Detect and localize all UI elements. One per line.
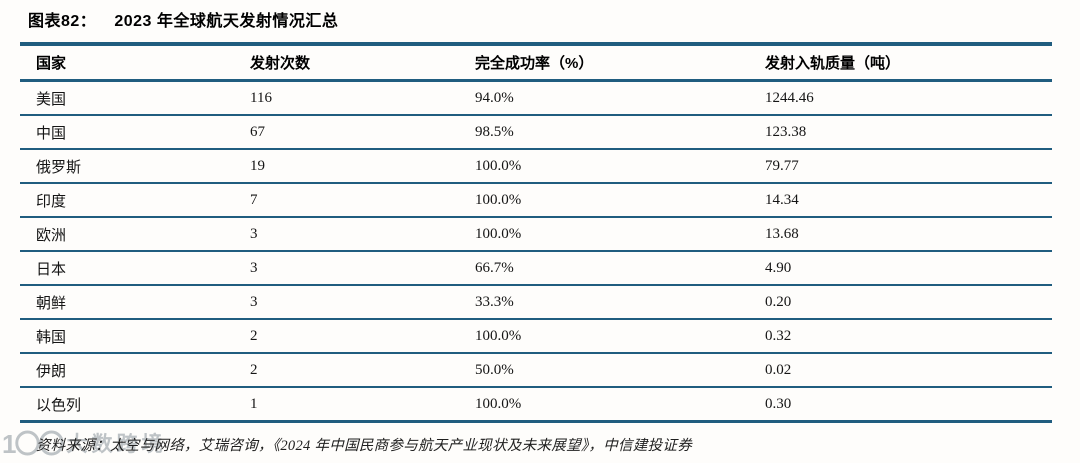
cell-orbital-mass: 79.77 xyxy=(765,149,1052,184)
source-citation: 资料来源：太空与网络，艾瑞咨询，《2024 年中国民商参与航天产业现状及未来展望… xyxy=(36,438,693,454)
cell-orbital-mass: 123.38 xyxy=(765,115,1052,150)
cell-orbital-mass: 13.68 xyxy=(765,217,1052,252)
table-row: 印度 7 100.0% 14.34 xyxy=(20,183,1052,218)
cell-launch-count: 19 xyxy=(250,149,475,184)
cell-success-rate: 94.0% xyxy=(475,80,765,116)
cell-launch-count: 3 xyxy=(250,217,475,252)
figure-number-label: 图表82： xyxy=(28,13,97,30)
figure-title-text: 2023 年全球航天发射情况汇总 xyxy=(114,13,339,30)
cell-orbital-mass: 1244.46 xyxy=(765,80,1052,116)
cell-orbital-mass: 4.90 xyxy=(765,251,1052,286)
cell-launch-count: 1 xyxy=(250,387,475,423)
table-row: 俄罗斯 19 100.0% 79.77 xyxy=(20,149,1052,184)
cell-launch-count: 3 xyxy=(250,251,475,286)
cell-country: 以色列 xyxy=(20,387,250,423)
cell-success-rate: 100.0% xyxy=(475,149,765,184)
table-row: 日本 3 66.7% 4.90 xyxy=(20,251,1052,286)
column-header-orbital-mass: 发射入轨质量（吨） xyxy=(765,44,1052,82)
cell-orbital-mass: 0.32 xyxy=(765,319,1052,354)
figure-title: 图表82： 2023 年全球航天发射情况汇总 xyxy=(28,7,338,31)
table-row: 中国 67 98.5% 123.38 xyxy=(20,115,1052,150)
cell-orbital-mass: 0.30 xyxy=(765,387,1052,423)
column-header-success-rate: 完全成功率（%） xyxy=(475,44,765,82)
cell-country: 中国 xyxy=(20,115,250,150)
column-header-country: 国家 xyxy=(20,44,250,82)
cell-launch-count: 67 xyxy=(250,115,475,150)
table-row: 欧洲 3 100.0% 13.68 xyxy=(20,217,1052,252)
cell-country: 印度 xyxy=(20,183,250,218)
launch-stats-table: 国家 发射次数 完全成功率（%） 发射入轨质量（吨） 美国 116 94.0% … xyxy=(20,42,1052,423)
cell-launch-count: 116 xyxy=(250,80,475,116)
cell-country: 韩国 xyxy=(20,319,250,354)
table-row: 韩国 2 100.0% 0.32 xyxy=(20,319,1052,354)
cell-launch-count: 2 xyxy=(250,319,475,354)
cell-success-rate: 98.5% xyxy=(475,115,765,150)
cell-country: 日本 xyxy=(20,251,250,286)
table-row: 朝鲜 3 33.3% 0.20 xyxy=(20,285,1052,320)
table-header-row: 国家 发射次数 完全成功率（%） 发射入轨质量（吨） xyxy=(20,44,1052,82)
cell-launch-count: 3 xyxy=(250,285,475,320)
cell-country: 朝鲜 xyxy=(20,285,250,320)
cell-launch-count: 7 xyxy=(250,183,475,218)
cell-country: 美国 xyxy=(20,80,250,116)
cell-country: 欧洲 xyxy=(20,217,250,252)
cell-orbital-mass: 14.34 xyxy=(765,183,1052,218)
table-row: 以色列 1 100.0% 0.30 xyxy=(20,387,1052,423)
cell-success-rate: 100.0% xyxy=(475,387,765,423)
cell-success-rate: 100.0% xyxy=(475,217,765,252)
table-row: 美国 116 94.0% 1244.46 xyxy=(20,80,1052,116)
cell-success-rate: 66.7% xyxy=(475,251,765,286)
cell-country: 俄罗斯 xyxy=(20,149,250,184)
cell-success-rate: 100.0% xyxy=(475,319,765,354)
cell-success-rate: 100.0% xyxy=(475,183,765,218)
cell-success-rate: 33.3% xyxy=(475,285,765,320)
cell-country: 伊朗 xyxy=(20,353,250,388)
cell-orbital-mass: 0.20 xyxy=(765,285,1052,320)
cell-launch-count: 2 xyxy=(250,353,475,388)
table-row: 伊朗 2 50.0% 0.02 xyxy=(20,353,1052,388)
cell-orbital-mass: 0.02 xyxy=(765,353,1052,388)
cell-success-rate: 50.0% xyxy=(475,353,765,388)
column-header-launch-count: 发射次数 xyxy=(250,44,475,82)
